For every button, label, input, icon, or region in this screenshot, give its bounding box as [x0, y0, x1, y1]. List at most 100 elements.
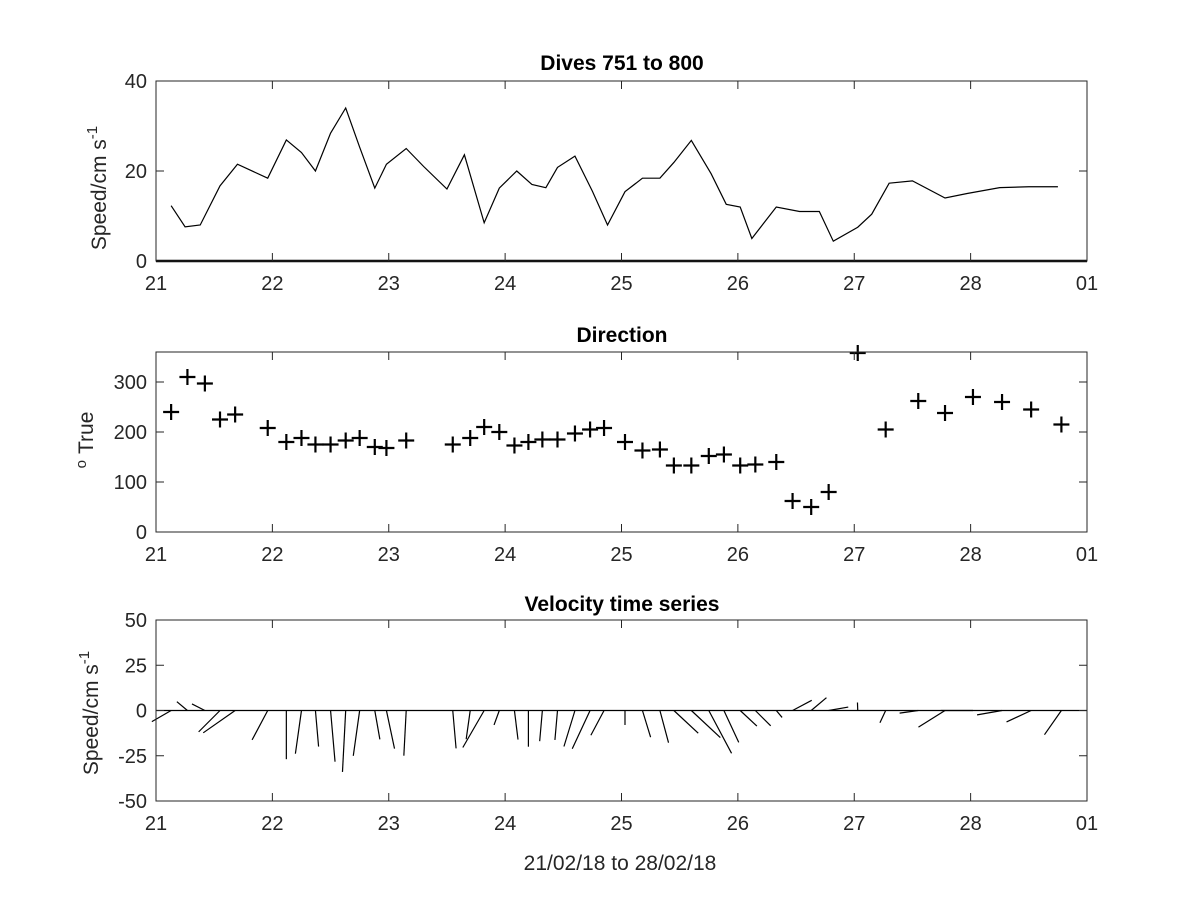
velocity-stick — [452, 710, 457, 749]
velocity-stick — [775, 710, 783, 718]
velocity-stick — [294, 710, 303, 754]
x-tick-label: 01 — [1076, 544, 1098, 566]
speed-panel-ylabel: Speed/cm s-1 — [84, 126, 111, 250]
direction-point — [683, 457, 700, 474]
direction-panel-axes — [155, 351, 1088, 533]
x-tick-label: 01 — [1076, 813, 1098, 835]
velocity-stick — [329, 710, 336, 762]
y-tick-label: 20 — [125, 161, 147, 183]
velocity-stick — [571, 710, 591, 749]
velocity-stick — [385, 710, 396, 749]
velocity-stick — [314, 710, 320, 747]
x-tick-label: 26 — [727, 544, 749, 566]
velocity-stick — [198, 710, 221, 733]
velocity-stick — [539, 710, 543, 742]
velocity-stick — [202, 710, 236, 734]
direction-point — [994, 394, 1011, 410]
velocity-panel-title: Velocity time series — [525, 593, 720, 616]
velocity-stick — [899, 709, 919, 714]
x-tick-label: 24 — [494, 813, 516, 835]
x-tick-label: 25 — [610, 544, 632, 566]
y-tick-label: 0 — [136, 701, 147, 723]
x-tick-label: 23 — [378, 813, 400, 835]
x-tick-label: 28 — [960, 273, 982, 295]
direction-point — [506, 437, 523, 454]
velocity-stick — [792, 699, 813, 712]
direction-point — [747, 456, 764, 473]
direction-point — [491, 424, 508, 440]
x-tick-label: 28 — [960, 544, 982, 566]
speed-panel-axes — [155, 80, 1088, 262]
direction-point — [163, 404, 180, 420]
direction-point — [549, 431, 566, 448]
velocity-stick — [176, 701, 188, 711]
direction-point — [322, 436, 339, 453]
velocity-stick — [1006, 709, 1032, 723]
direction-point — [259, 420, 276, 436]
velocity-panel: Velocity time series Speed/cm s-1 21 22 23… — [76, 593, 1098, 835]
x-tick-label: 24 — [494, 273, 516, 295]
velocity-stick — [1043, 710, 1062, 736]
velocity-stick — [659, 710, 670, 743]
x-tick-label: 24 — [494, 544, 516, 566]
velocity-stick — [828, 706, 849, 712]
direction-point — [398, 432, 415, 449]
velocity-stick — [352, 710, 361, 756]
speed-panel-title: Dives 751 to 800 — [540, 52, 703, 75]
velocity-stick — [673, 710, 699, 734]
direction-point — [351, 430, 368, 446]
velocity-stick — [590, 710, 605, 736]
direction-panel-title: Direction — [576, 324, 667, 347]
x-tick-label: 21 — [145, 813, 167, 835]
direction-point — [179, 369, 196, 385]
direction-point — [337, 432, 354, 449]
x-tick-label: 22 — [261, 273, 283, 295]
direction-point — [566, 425, 583, 442]
x-tick-label: 23 — [378, 273, 400, 295]
direction-point — [665, 457, 682, 474]
x-tick-label: 27 — [843, 273, 865, 295]
x-tick-label: 22 — [261, 813, 283, 835]
direction-point — [476, 419, 493, 435]
direction-point — [212, 411, 229, 428]
x-tick-label: 26 — [727, 273, 749, 295]
velocity-stick — [754, 710, 772, 727]
x-axis-label: 21/02/18 to 28/02/18 — [524, 852, 717, 875]
x-tick-label: 26 — [727, 813, 749, 835]
velocity-stick — [465, 710, 471, 740]
x-tick-label: 27 — [843, 544, 865, 566]
x-tick-label: 21 — [145, 273, 167, 295]
direction-point — [278, 434, 295, 450]
velocity-stick — [341, 710, 347, 772]
direction-point — [732, 457, 749, 474]
x-tick-label: 21 — [145, 544, 167, 566]
direction-point — [784, 493, 801, 509]
y-tick-label: -25 — [118, 746, 147, 768]
direction-point — [803, 499, 820, 515]
direction-point — [534, 431, 551, 448]
direction-point — [910, 393, 927, 409]
velocity-stick — [374, 710, 381, 740]
direction-point — [596, 420, 613, 436]
direction-panel: Direction oTrue 21 22 23 24 25 26 27 28 01 0 100 20… — [73, 324, 1098, 566]
velocity-stick — [739, 710, 758, 727]
x-tick-label: 25 — [610, 273, 632, 295]
direction-point — [196, 375, 213, 392]
direction-panel-ylabel: oTrue — [73, 412, 98, 469]
velocity-stick — [690, 710, 721, 738]
y-tick-label: 25 — [125, 655, 147, 677]
velocity-stick — [513, 710, 519, 740]
direction-point — [1053, 416, 1070, 433]
velocity-stick — [563, 710, 576, 747]
direction-point — [462, 430, 479, 446]
x-tick-label: 28 — [960, 813, 982, 835]
direction-point — [293, 430, 310, 446]
velocity-stick — [918, 709, 946, 728]
velocity-stick — [810, 697, 827, 711]
velocity-panel-axes — [155, 619, 1088, 802]
direction-point — [715, 446, 732, 463]
direction-point — [378, 440, 395, 456]
direction-point — [582, 421, 599, 438]
x-tick-label: 01 — [1076, 273, 1098, 295]
